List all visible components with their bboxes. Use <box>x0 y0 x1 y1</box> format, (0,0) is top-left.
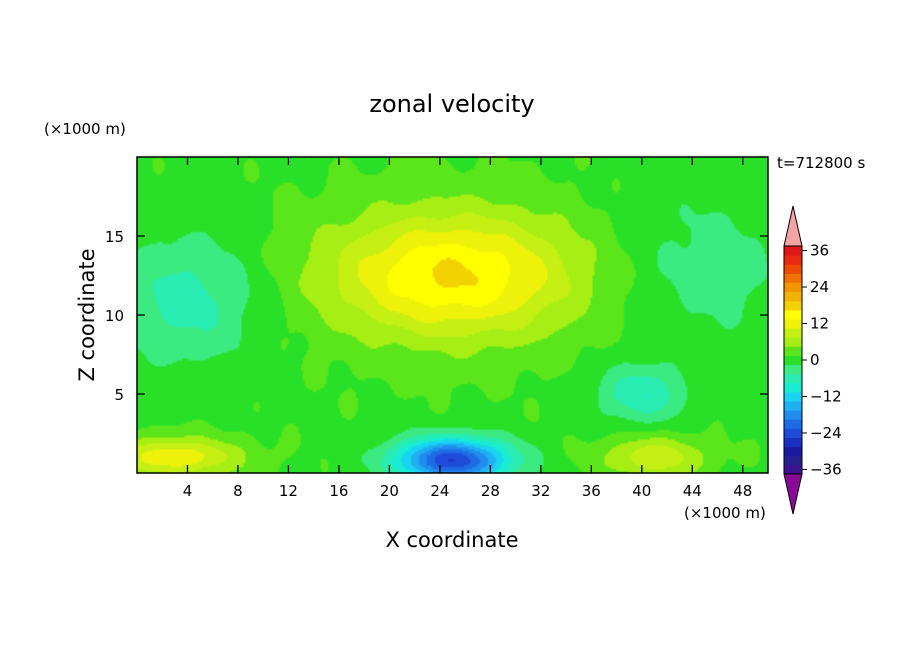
y-tick-label: 15 <box>105 228 124 246</box>
x-tick-label: 28 <box>481 482 500 500</box>
colorbar-swatch <box>784 255 802 265</box>
colorbar-swatch <box>784 337 802 347</box>
colorbar-swatch <box>784 401 802 411</box>
colorbar-swatch <box>784 355 802 366</box>
colorbar-over-triangle <box>783 205 803 247</box>
colorbar-swatch <box>784 300 802 311</box>
x-unit-label: (×1000 m) <box>684 504 766 522</box>
colorbar-tick-label: −36 <box>810 460 842 478</box>
colorbar-swatch <box>784 410 802 420</box>
colorbar-tick-label: 36 <box>810 242 829 260</box>
colorbar-swatch <box>784 446 802 457</box>
x-tick-label: 20 <box>380 482 399 500</box>
colorbar-swatch <box>784 328 802 338</box>
y-axis-label: Z coordinate <box>75 248 99 381</box>
colorbar-tick-label: −24 <box>810 424 842 442</box>
y-axis-ticks: 5 10 15 <box>105 228 768 404</box>
y-unit-label: (×1000 m) <box>44 120 126 138</box>
colorbar-swatch <box>784 437 802 448</box>
colorbar-tick-label: −12 <box>810 387 842 405</box>
colorbar-swatch <box>784 273 802 283</box>
colorbar-swatch <box>784 382 802 393</box>
colorbar-swatch <box>784 246 802 256</box>
x-tick-label: 8 <box>233 482 243 500</box>
x-tick-label: 36 <box>582 482 601 500</box>
colorbar-swatch <box>784 264 802 274</box>
x-tick-label: 12 <box>279 482 298 500</box>
x-tick-label: 16 <box>329 482 348 500</box>
y-tick-label: 5 <box>114 386 124 404</box>
colorbar-tick-label: 0 <box>810 351 820 369</box>
colorbar-swatch <box>784 455 802 466</box>
colorbar-swatch <box>784 282 802 293</box>
colorbar-swatch <box>784 419 802 429</box>
x-axis-label: X coordinate <box>385 528 518 552</box>
colorbar-tick-label: 12 <box>810 315 829 333</box>
x-tick-label: 24 <box>430 482 449 500</box>
colorbar-swatch <box>784 373 802 384</box>
x-tick-label: 32 <box>531 482 550 500</box>
x-axis-ticks: 4 8 12 16 20 24 28 32 36 40 44 48 <box>183 157 752 500</box>
colorbar-under-triangle <box>783 473 803 515</box>
colorbar: −36 −24 −12 0 12 24 36 <box>783 205 842 515</box>
x-tick-label: 44 <box>683 482 702 500</box>
colorbar-swatch <box>784 464 802 475</box>
colorbar-swatch <box>784 364 802 375</box>
x-tick-label: 40 <box>632 482 651 500</box>
x-tick-label: 4 <box>183 482 193 500</box>
colorbar-swatch <box>784 428 802 439</box>
contour-field-image <box>137 157 768 473</box>
colorbar-swatch <box>784 346 802 356</box>
colorbar-swatch <box>784 291 802 302</box>
colorbar-swatch <box>784 318 802 329</box>
y-tick-label: 10 <box>105 307 124 325</box>
chart-title: zonal velocity <box>369 90 534 118</box>
x-tick-label: 48 <box>733 482 752 500</box>
colorbar-swatch <box>784 391 802 402</box>
colorbar-swatch <box>784 309 802 320</box>
time-label: t=712800 s <box>777 154 865 172</box>
colorbar-tick-label: 24 <box>810 278 829 296</box>
contour-field <box>137 157 768 473</box>
